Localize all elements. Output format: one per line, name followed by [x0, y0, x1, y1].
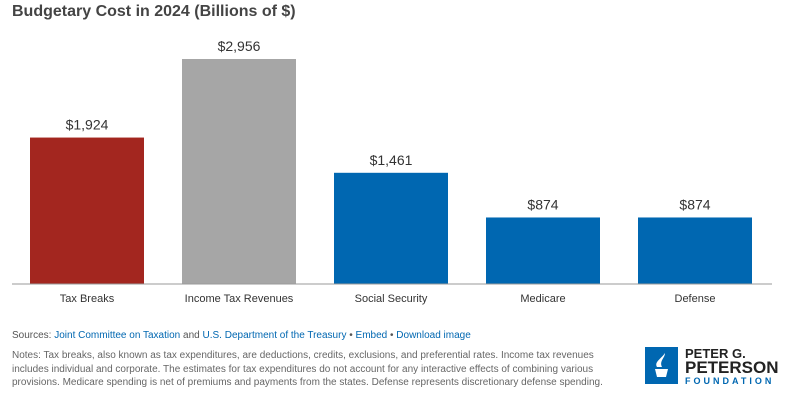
embed-link[interactable]: Embed [355, 330, 388, 341]
data-label: $1,461 [370, 152, 413, 168]
category-label: Tax Breaks [60, 293, 115, 305]
category-label: Medicare [520, 293, 565, 305]
source-link-treasury[interactable]: U.S. Department of the Treasury [202, 330, 347, 341]
source-link-jct[interactable]: Joint Committee on Taxation [54, 330, 181, 341]
bar-chart: $1,924 Tax Breaks $2,956 Income Tax Revenue… [12, 38, 772, 305]
data-label: $2,956 [218, 38, 261, 54]
data-label: $874 [679, 196, 710, 212]
data-label: $874 [527, 196, 558, 212]
notes: Notes: Tax breaks, also known as tax exp… [12, 350, 603, 388]
bar [30, 137, 144, 284]
sources-label: Sources: [12, 330, 52, 341]
download-image-link[interactable]: Download image [396, 330, 471, 341]
logo-line1: PETER G. [685, 346, 746, 361]
sources: Sources: Joint Committee on Taxation and… [12, 330, 471, 341]
separator: • [390, 330, 394, 341]
and-text: and [183, 330, 200, 341]
category-label: Income Tax Revenues [185, 293, 294, 305]
category-label: Defense [675, 293, 716, 305]
separator: • [349, 330, 353, 341]
bar [182, 59, 296, 284]
data-label: $1,924 [66, 117, 109, 133]
bar [638, 217, 752, 284]
peterson-foundation-logo[interactable]: PETER G. PETERSON FOUNDATION [645, 346, 780, 387]
logo-line3: FOUNDATION [685, 376, 775, 386]
bar [334, 172, 448, 284]
chart-title: Budgetary Cost in 2024 (Billions of $) [12, 3, 296, 20]
torch-icon [645, 347, 678, 384]
category-label: Social Security [355, 293, 428, 305]
logo-line2: PETERSON [685, 358, 779, 377]
bar [486, 217, 600, 284]
